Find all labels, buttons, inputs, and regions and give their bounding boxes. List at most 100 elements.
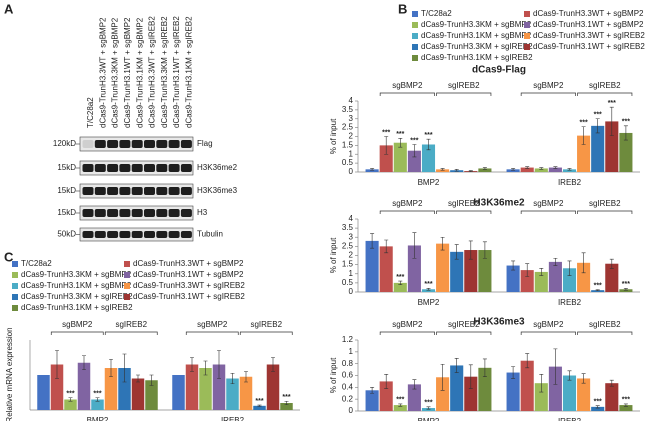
bar xyxy=(365,390,379,411)
bracket-label: sgIREB2 xyxy=(448,81,480,90)
legend-swatch xyxy=(124,283,130,289)
legend-label: dCas9-TrunH3.1KM + sgIREB2 xyxy=(21,303,133,312)
bar xyxy=(506,372,520,411)
error-bar xyxy=(217,350,221,379)
bracket-label: sgIREB2 xyxy=(589,81,621,90)
blot-band xyxy=(156,140,168,148)
error-bar xyxy=(136,374,140,383)
significance: *** xyxy=(608,100,616,107)
lane-label: dCas9-TrunH3.3WT + sgBMP2 xyxy=(98,17,107,128)
chart-title: dCas9-Flag xyxy=(472,65,526,76)
error-bar xyxy=(482,358,487,377)
blot-band xyxy=(119,209,131,217)
bracket xyxy=(239,331,293,335)
y-axis-label: % of input xyxy=(329,118,338,154)
blot-row-label: Tubulin xyxy=(197,230,223,239)
bar xyxy=(591,406,605,411)
error-bar xyxy=(609,379,614,387)
blot-band xyxy=(82,231,94,238)
y-tick-label: 0.5 xyxy=(342,158,354,167)
lane-label: dCas9-TrunH3.1KM + sgBMP2 xyxy=(135,17,144,128)
bracket-label: sgIREB2 xyxy=(448,199,480,208)
error-bar xyxy=(609,106,614,136)
legend-label: dCas9-TrunH3.3KM + sgBMP2 xyxy=(421,20,532,29)
y-axis-label: % of input xyxy=(329,237,338,273)
y-tick-label: 1 xyxy=(349,347,354,356)
bar xyxy=(185,364,199,410)
legend-label: dCas9-TrunH3.1WT + sgBMP2 xyxy=(533,20,644,29)
bracket xyxy=(577,331,633,335)
error-bar xyxy=(412,144,417,158)
error-bar xyxy=(525,353,530,369)
error-bar xyxy=(398,403,403,407)
significance: *** xyxy=(255,398,263,405)
error-bar xyxy=(440,168,445,171)
legend-swatch xyxy=(524,22,530,28)
error-bar xyxy=(440,236,445,251)
bar xyxy=(393,282,407,292)
legend-label: dCas9-TrunH3.3KM + sgIREB2 xyxy=(21,292,133,301)
bar xyxy=(619,289,633,292)
error-bar xyxy=(384,239,389,254)
legend-label: dCas9-TrunH3.3WT + sgBMP2 xyxy=(133,259,244,268)
bar xyxy=(421,144,436,172)
legend-swatch xyxy=(124,261,130,267)
blot-band xyxy=(168,231,180,238)
error-bar xyxy=(412,379,417,390)
blot-band xyxy=(180,209,192,217)
legend-swatch xyxy=(524,11,530,17)
lane-label: T/C28a2 xyxy=(86,97,95,128)
y-tick-label: 0.2 xyxy=(342,394,354,403)
chart-title: H3K36me2 xyxy=(473,198,525,209)
error-bar xyxy=(539,167,544,170)
error-bar xyxy=(623,125,628,141)
legend-swatch xyxy=(412,11,418,17)
bar xyxy=(64,399,77,410)
legend-label: dCas9-TrunH3.3KM + sgBMP2 xyxy=(21,270,132,279)
error-bar xyxy=(511,260,516,271)
error-bar xyxy=(454,244,459,260)
bar xyxy=(436,377,450,411)
legend-swatch xyxy=(124,272,130,278)
blot-band xyxy=(180,164,192,172)
bar xyxy=(577,135,591,172)
bar xyxy=(591,290,605,292)
error-bar xyxy=(609,258,614,269)
error-bar xyxy=(426,288,431,291)
legend-label: T/C28a2 xyxy=(21,259,52,268)
bracket xyxy=(379,210,435,214)
legend-swatch xyxy=(12,283,18,289)
blot-band xyxy=(131,231,143,238)
blot-band xyxy=(119,231,131,238)
bracket xyxy=(520,92,576,96)
y-tick-label: 0.4 xyxy=(342,382,354,391)
bar xyxy=(562,169,577,172)
error-bar xyxy=(271,357,275,372)
error-bar xyxy=(567,370,572,381)
blot-band xyxy=(144,209,155,217)
x-tick-label: IREB2 xyxy=(558,298,582,307)
error-bar xyxy=(412,232,417,259)
significance: *** xyxy=(622,119,630,126)
y-tick-label: 0.5 xyxy=(342,278,354,287)
bar xyxy=(199,368,212,410)
blot-band xyxy=(168,209,180,217)
bar xyxy=(172,375,185,410)
y-tick-label: 3.5 xyxy=(342,105,354,114)
bracket xyxy=(50,331,104,335)
bracket-label: sgBMP2 xyxy=(392,199,423,208)
error-bar xyxy=(553,257,558,266)
error-bar xyxy=(623,288,628,291)
error-bar xyxy=(525,166,530,169)
bar xyxy=(239,376,253,410)
error-bar xyxy=(109,358,113,378)
blot-band xyxy=(119,140,131,148)
legend-swatch xyxy=(12,261,18,267)
legend-label: dCas9-TrunH3.1KM + sgBMP2 xyxy=(21,281,132,290)
bar xyxy=(478,168,492,172)
bar xyxy=(393,142,407,172)
error-bar xyxy=(468,364,473,389)
bar xyxy=(407,150,421,172)
y-tick-label: 2.5 xyxy=(342,123,354,132)
